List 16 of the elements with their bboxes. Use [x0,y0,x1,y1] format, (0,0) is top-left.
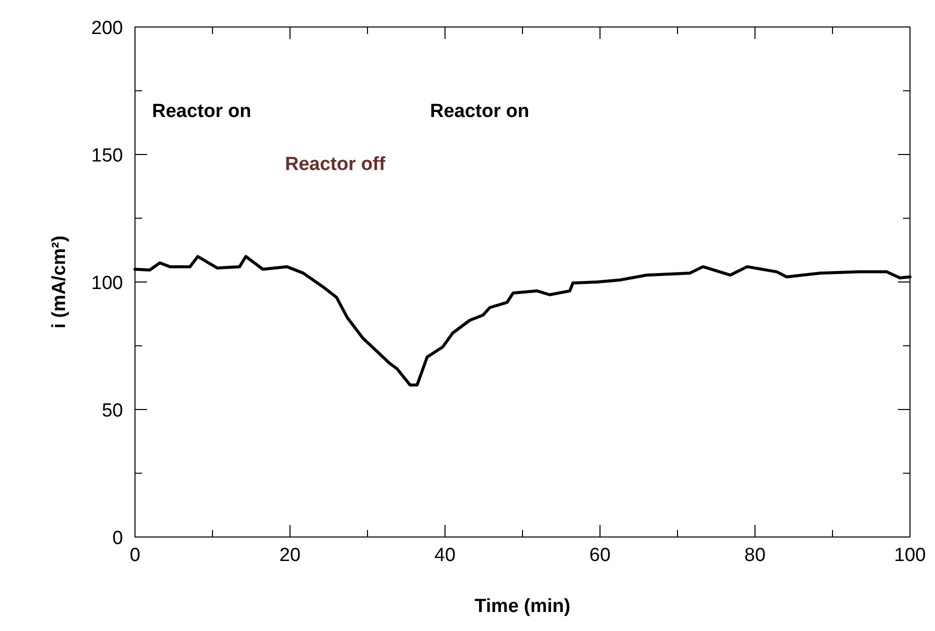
x-tick-label: 60 [589,545,611,566]
x-tick-label: 100 [894,545,926,566]
x-tick-label: 80 [744,545,766,566]
y-tick-label: 0 [112,528,123,549]
x-axis-title: Time (min) [474,596,570,617]
x-tick-label: 0 [130,545,140,566]
annotation: Reactor on [430,101,530,122]
x-tick-label: 20 [279,545,301,566]
x-tick-label: 40 [434,545,456,566]
y-axis-title: i (mA/cm²) [49,236,70,328]
annotation: Reactor off [285,154,386,175]
y-tick-label: 150 [91,146,123,166]
y-tick-label: 50 [102,400,123,422]
annotation: Reactor on [152,101,252,122]
y-tick-label: 200 [91,18,123,39]
y-tick-label: 100 [91,273,123,294]
